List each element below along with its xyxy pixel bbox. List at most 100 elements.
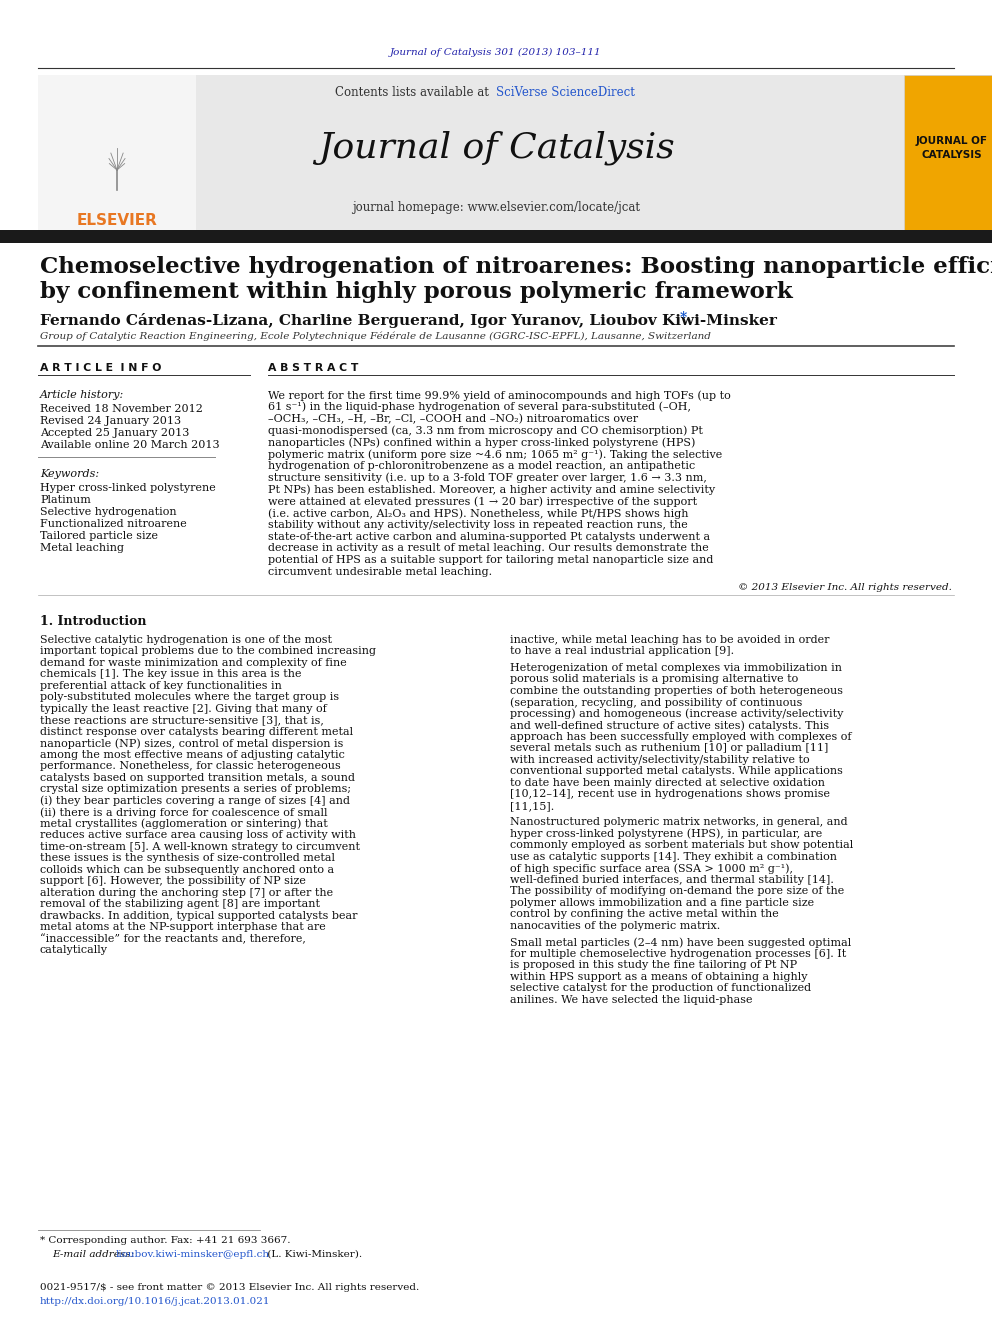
Text: A B S T R A C T: A B S T R A C T [268, 363, 358, 373]
Text: to have a real industrial application [9].: to have a real industrial application [9… [510, 647, 734, 656]
Text: is proposed in this study the fine tailoring of Pt NP: is proposed in this study the fine tailo… [510, 960, 798, 970]
Text: Nanostructured polymeric matrix networks, in general, and: Nanostructured polymeric matrix networks… [510, 818, 847, 827]
Text: with increased activity/selectivity/stability relative to: with increased activity/selectivity/stab… [510, 755, 809, 765]
Text: Journal of Catalysis 301 (2013) 103–111: Journal of Catalysis 301 (2013) 103–111 [390, 48, 602, 57]
Bar [0, 230, 992, 243]
Text: demand for waste minimization and complexity of fine: demand for waste minimization and comple… [40, 658, 347, 668]
Text: time-on-stream [5]. A well-known strategy to circumvent: time-on-stream [5]. A well-known strateg… [40, 841, 360, 852]
Text: hyper cross-linked polystyrene (HPS), in particular, are: hyper cross-linked polystyrene (HPS), in… [510, 828, 822, 839]
Text: of high specific surface area (SSA > 1000 m² g⁻¹),: of high specific surface area (SSA > 100… [510, 864, 793, 875]
Text: were attained at elevated pressures (1 → 20 bar) irrespective of the support: were attained at elevated pressures (1 →… [268, 496, 697, 507]
Text: Accepted 25 January 2013: Accepted 25 January 2013 [40, 429, 189, 438]
Text: 1. Introduction: 1. Introduction [40, 615, 147, 628]
Text: (L. Kiwi-Minsker).: (L. Kiwi-Minsker). [264, 1250, 362, 1259]
Text: decrease in activity as a result of metal leaching. Our results demonstrate the: decrease in activity as a result of meta… [268, 544, 708, 553]
Text: support [6]. However, the possibility of NP size: support [6]. However, the possibility of… [40, 876, 306, 886]
Text: combine the outstanding properties of both heterogeneous: combine the outstanding properties of bo… [510, 685, 843, 696]
Text: lioubov.kiwi-minsker@epfl.ch: lioubov.kiwi-minsker@epfl.ch [116, 1250, 270, 1259]
Text: potential of HPS as a suitable support for tailoring metal nanoparticle size and: potential of HPS as a suitable support f… [268, 556, 713, 565]
Text: several metals such as ruthenium [10] or palladium [11]: several metals such as ruthenium [10] or… [510, 744, 828, 753]
Text: crystal size optimization presents a series of problems;: crystal size optimization presents a ser… [40, 785, 351, 794]
Text: selective catalyst for the production of functionalized: selective catalyst for the production of… [510, 983, 811, 994]
Text: and well-defined structure of active sites) catalysts. This: and well-defined structure of active sit… [510, 720, 829, 730]
Text: quasi-monodispersed (ca, 3.3 nm from microscopy and CO chemisorption) Pt: quasi-monodispersed (ca, 3.3 nm from mic… [268, 426, 703, 437]
Text: Keywords:: Keywords: [40, 468, 99, 479]
Bar [38, 75, 196, 232]
Text: JOURNAL OF
CATALYSIS: JOURNAL OF CATALYSIS [916, 136, 988, 160]
Text: journal homepage: www.elsevier.com/locate/jcat: journal homepage: www.elsevier.com/locat… [352, 201, 640, 213]
Text: polymeric matrix (uniform pore size ~4.6 nm; 1065 m² g⁻¹). Taking the selective: polymeric matrix (uniform pore size ~4.6… [268, 448, 722, 459]
Text: Hyper cross-linked polystyrene: Hyper cross-linked polystyrene [40, 483, 215, 493]
Text: to date have been mainly directed at selective oxidation: to date have been mainly directed at sel… [510, 778, 825, 787]
Text: Revised 24 January 2013: Revised 24 January 2013 [40, 415, 182, 426]
Text: 61 s⁻¹) in the liquid-phase hydrogenation of several para-substituted (–OH,: 61 s⁻¹) in the liquid-phase hydrogenatio… [268, 402, 691, 413]
Text: metal atoms at the NP-support interphase that are: metal atoms at the NP-support interphase… [40, 922, 325, 933]
Text: performance. Nonetheless, for classic heterogeneous: performance. Nonetheless, for classic he… [40, 761, 340, 771]
Text: distinct response over catalysts bearing different metal: distinct response over catalysts bearing… [40, 726, 353, 737]
Text: among the most effective means of adjusting catalytic: among the most effective means of adjust… [40, 750, 345, 759]
Text: control by confining the active metal within the: control by confining the active metal wi… [510, 909, 779, 919]
Text: (separation, recycling, and possibility of continuous: (separation, recycling, and possibility … [510, 697, 803, 708]
Text: poly-substituted molecules where the target group is: poly-substituted molecules where the tar… [40, 692, 339, 703]
Text: approach has been successfully employed with complexes of: approach has been successfully employed … [510, 732, 851, 742]
Text: nanocavities of the polymeric matrix.: nanocavities of the polymeric matrix. [510, 921, 720, 931]
Bar [904, 75, 992, 232]
Text: important topical problems due to the combined increasing: important topical problems due to the co… [40, 647, 376, 656]
Text: conventional supported metal catalysts. While applications: conventional supported metal catalysts. … [510, 766, 843, 777]
Text: these issues is the synthesis of size-controlled metal: these issues is the synthesis of size-co… [40, 853, 335, 864]
Text: colloids which can be subsequently anchored onto a: colloids which can be subsequently ancho… [40, 865, 334, 875]
Text: SciVerse ScienceDirect: SciVerse ScienceDirect [496, 86, 635, 98]
Text: Small metal particles (2–4 nm) have been suggested optimal: Small metal particles (2–4 nm) have been… [510, 937, 851, 947]
Text: nanoparticles (NPs) confined within a hyper cross-linked polystyrene (HPS): nanoparticles (NPs) confined within a hy… [268, 437, 695, 447]
Text: typically the least reactive [2]. Giving that many of: typically the least reactive [2]. Giving… [40, 704, 326, 714]
Text: porous solid materials is a promising alternative to: porous solid materials is a promising al… [510, 675, 799, 684]
Text: [10,12–14], recent use in hydrogenations shows promise: [10,12–14], recent use in hydrogenations… [510, 790, 830, 799]
Text: 0021-9517/$ - see front matter © 2013 Elsevier Inc. All rights reserved.: 0021-9517/$ - see front matter © 2013 El… [40, 1283, 420, 1293]
Text: stability without any activity/selectivity loss in repeated reaction runs, the: stability without any activity/selectivi… [268, 520, 687, 529]
Text: (i.e. active carbon, Al₂O₃ and HPS). Nonetheless, while Pt/HPS shows high: (i.e. active carbon, Al₂O₃ and HPS). Non… [268, 508, 688, 519]
Text: Selective hydrogenation: Selective hydrogenation [40, 507, 177, 517]
Text: Pt NPs) has been established. Moreover, a higher activity and amine selectivity: Pt NPs) has been established. Moreover, … [268, 484, 715, 495]
Text: Chemoselective hydrogenation of nitroarenes: Boosting nanoparticle efficiency: Chemoselective hydrogenation of nitroare… [40, 255, 992, 278]
Text: anilines. We have selected the liquid-phase: anilines. We have selected the liquid-ph… [510, 995, 753, 1004]
Text: ELSEVIER: ELSEVIER [76, 213, 158, 228]
Text: Fernando Cárdenas-Lizana, Charline Berguerand, Igor Yuranov, Lioubov Kiwi-Minske: Fernando Cárdenas-Lizana, Charline Bergu… [40, 312, 777, 328]
Text: preferential attack of key functionalities in: preferential attack of key functionaliti… [40, 681, 282, 691]
Text: [11,15].: [11,15]. [510, 800, 555, 811]
Text: Metal leaching: Metal leaching [40, 542, 124, 553]
Text: * Corresponding author. Fax: +41 21 693 3667.: * Corresponding author. Fax: +41 21 693 … [40, 1236, 291, 1245]
Text: these reactions are structure-sensitive [3], that is,: these reactions are structure-sensitive … [40, 716, 323, 725]
Text: Article history:: Article history: [40, 390, 124, 400]
Text: E-mail address:: E-mail address: [52, 1250, 134, 1259]
Text: alteration during the anchoring step [7] or after the: alteration during the anchoring step [7]… [40, 888, 333, 898]
Text: well-defined buried interfaces, and thermal stability [14].: well-defined buried interfaces, and ther… [510, 875, 834, 885]
Text: Tailored particle size: Tailored particle size [40, 531, 158, 541]
Text: within HPS support as a means of obtaining a highly: within HPS support as a means of obtaini… [510, 972, 807, 982]
Text: drawbacks. In addition, typical supported catalysts bear: drawbacks. In addition, typical supporte… [40, 910, 357, 921]
Text: Heterogenization of metal complexes via immobilization in: Heterogenization of metal complexes via … [510, 663, 842, 673]
Text: –OCH₃, –CH₃, –H, –Br, –Cl, –COOH and –NO₂) nitroaromatics over: –OCH₃, –CH₃, –H, –Br, –Cl, –COOH and –NO… [268, 414, 638, 423]
Text: Received 18 November 2012: Received 18 November 2012 [40, 404, 203, 414]
Text: use as catalytic supports [14]. They exhibit a combination: use as catalytic supports [14]. They exh… [510, 852, 837, 861]
Text: A R T I C L E  I N F O: A R T I C L E I N F O [40, 363, 162, 373]
Text: Selective catalytic hydrogenation is one of the most: Selective catalytic hydrogenation is one… [40, 635, 332, 644]
Text: © 2013 Elsevier Inc. All rights reserved.: © 2013 Elsevier Inc. All rights reserved… [738, 583, 952, 591]
Text: (ii) there is a driving force for coalescence of small: (ii) there is a driving force for coales… [40, 807, 327, 818]
Text: Available online 20 March 2013: Available online 20 March 2013 [40, 441, 219, 450]
Text: structure sensitivity (i.e. up to a 3-fold TOF greater over larger, 1.6 → 3.3 nm: structure sensitivity (i.e. up to a 3-fo… [268, 472, 707, 483]
Text: catalysts based on supported transition metals, a sound: catalysts based on supported transition … [40, 773, 355, 783]
Text: nanoparticle (NP) sizes, control of metal dispersion is: nanoparticle (NP) sizes, control of meta… [40, 738, 343, 749]
Text: We report for the first time 99.9% yield of aminocompounds and high TOFs (up to: We report for the first time 99.9% yield… [268, 390, 731, 401]
Text: removal of the stabilizing agent [8] are important: removal of the stabilizing agent [8] are… [40, 900, 320, 909]
Text: circumvent undesirable metal leaching.: circumvent undesirable metal leaching. [268, 568, 492, 577]
Text: commonly employed as sorbent materials but show potential: commonly employed as sorbent materials b… [510, 840, 853, 851]
Text: chemicals [1]. The key issue in this area is the: chemicals [1]. The key issue in this are… [40, 669, 302, 679]
Text: reduces active surface area causing loss of activity with: reduces active surface area causing loss… [40, 831, 356, 840]
Text: hydrogenation of p-chloronitrobenzene as a model reaction, an antipathetic: hydrogenation of p-chloronitrobenzene as… [268, 460, 695, 471]
Text: Group of Catalytic Reaction Engineering, Ecole Polytechnique Fédérale de Lausann: Group of Catalytic Reaction Engineering,… [40, 331, 711, 341]
Text: Contents lists available at: Contents lists available at [334, 86, 496, 98]
Text: (i) they bear particles covering a range of sizes [4] and: (i) they bear particles covering a range… [40, 796, 350, 806]
Bar [38, 75, 904, 232]
Text: processing) and homogeneous (increase activity/selectivity: processing) and homogeneous (increase ac… [510, 709, 843, 720]
Text: polymer allows immobilization and a fine particle size: polymer allows immobilization and a fine… [510, 898, 814, 908]
